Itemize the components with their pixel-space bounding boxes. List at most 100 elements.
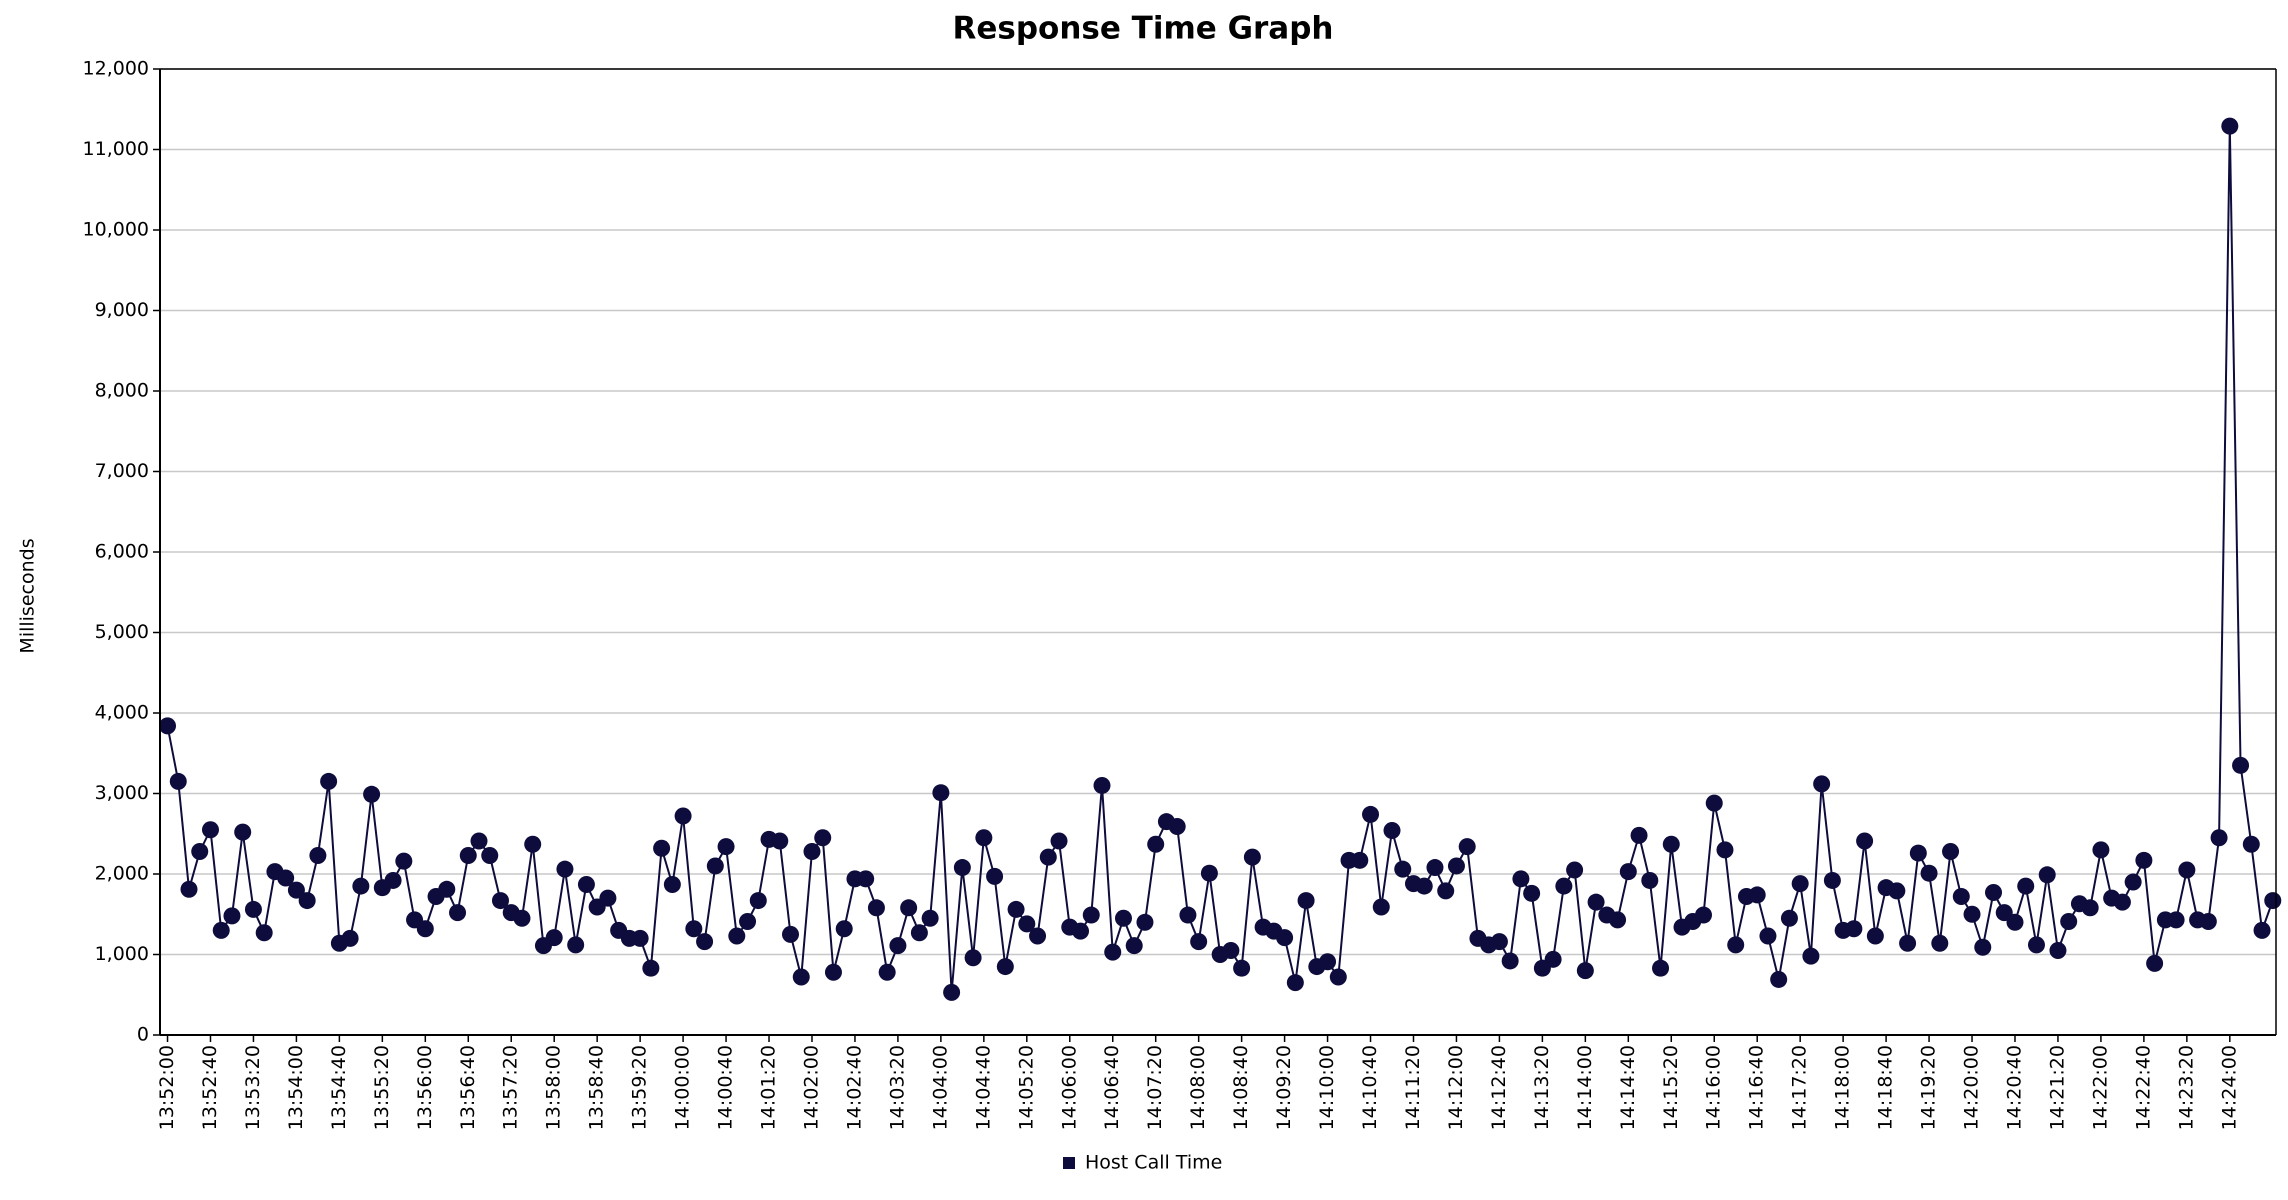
- y-tick-label: 11,000: [83, 138, 149, 160]
- data-point: [1297, 892, 1315, 910]
- x-tick-label: 14:18:40: [1875, 1045, 1897, 1130]
- data-point: [696, 933, 714, 951]
- data-point: [1114, 909, 1132, 927]
- data-point: [792, 968, 810, 986]
- data-point: [1222, 941, 1240, 959]
- data-point: [1039, 848, 1057, 866]
- data-point: [1759, 927, 1777, 945]
- data-point: [900, 899, 918, 917]
- data-point: [717, 838, 735, 856]
- data-point: [1963, 905, 1981, 923]
- data-point: [255, 924, 273, 942]
- data-point: [1791, 875, 1809, 893]
- data-point: [2221, 117, 2239, 135]
- data-point: [363, 785, 381, 803]
- data-point: [1888, 882, 1906, 900]
- data-point: [309, 846, 327, 864]
- data-point: [674, 807, 692, 825]
- data-point: [857, 870, 875, 888]
- x-tick-label: 14:14:00: [1574, 1045, 1596, 1130]
- data-point: [287, 881, 305, 899]
- data-point: [1823, 871, 1841, 889]
- data-point: [567, 936, 585, 954]
- data-point: [438, 880, 456, 898]
- legend: Host Call Time: [1063, 1152, 1222, 1174]
- data-point: [739, 912, 757, 930]
- data-point: [384, 871, 402, 889]
- data-point: [910, 924, 928, 942]
- x-tick-label: 13:53:20: [242, 1045, 264, 1130]
- data-point: [1952, 888, 1970, 906]
- data-point: [2081, 899, 2099, 917]
- data-point: [1286, 974, 1304, 992]
- data-point: [1233, 959, 1251, 977]
- x-tick-label: 14:02:40: [843, 1045, 865, 1130]
- chart-title: Response Time Graph: [953, 11, 1334, 47]
- data-point: [1362, 805, 1380, 823]
- data-point: [728, 927, 746, 945]
- data-point: [1652, 959, 1670, 977]
- data-point: [212, 921, 230, 939]
- data-point: [1490, 933, 1508, 951]
- x-tick-label: 13:55:20: [371, 1045, 393, 1130]
- y-tick-label: 3,000: [95, 782, 149, 804]
- data-point: [1168, 818, 1186, 836]
- data-point: [395, 852, 413, 870]
- data-point: [1426, 859, 1444, 877]
- data-point: [1458, 838, 1476, 856]
- data-point: [1985, 884, 2003, 902]
- data-point: [481, 846, 499, 864]
- data-point: [1641, 871, 1659, 889]
- data-point: [1705, 794, 1723, 812]
- legend-swatch: [1063, 1157, 1075, 1169]
- data-point: [706, 857, 724, 875]
- data-point: [1866, 927, 1884, 945]
- plot: [159, 117, 2282, 1001]
- data-point: [1609, 911, 1627, 929]
- data-point: [223, 907, 241, 925]
- data-point: [298, 892, 316, 910]
- data-point: [556, 860, 574, 878]
- data-point: [169, 772, 187, 790]
- x-tick-label: 13:58:00: [543, 1045, 565, 1130]
- data-point: [1931, 934, 1949, 952]
- data-point: [2232, 756, 2250, 774]
- data-point: [2017, 877, 2035, 895]
- data-point: [1082, 906, 1100, 924]
- data-point: [1512, 870, 1530, 888]
- data-point: [1179, 906, 1197, 924]
- data-point: [964, 949, 982, 967]
- y-tick-label: 6,000: [95, 541, 149, 563]
- y-axis-label: Milliseconds: [17, 538, 39, 653]
- y-tick-label: 0: [137, 1024, 149, 1046]
- x-tick-label: 13:59:20: [629, 1045, 651, 1130]
- data-point: [1845, 920, 1863, 938]
- data-point: [1974, 938, 1992, 956]
- y-tick-label: 8,000: [95, 380, 149, 402]
- data-point: [2199, 912, 2217, 930]
- data-point: [352, 877, 370, 895]
- data-point: [2264, 892, 2282, 910]
- data-point: [1200, 864, 1218, 882]
- x-tick-label: 14:22:40: [2132, 1045, 2154, 1130]
- data-point: [2135, 851, 2153, 869]
- data-point: [996, 958, 1014, 976]
- data-point: [2113, 893, 2131, 911]
- data-point: [2124, 873, 2142, 891]
- x-tick-label: 14:11:20: [1402, 1045, 1424, 1130]
- data-point: [1716, 841, 1734, 859]
- data-point: [1920, 864, 1938, 882]
- data-point: [685, 920, 703, 938]
- y-tick-label: 7,000: [95, 460, 149, 482]
- data-point: [1802, 947, 1820, 965]
- x-tick-label: 14:01:20: [758, 1045, 780, 1130]
- data-point: [2146, 954, 2164, 972]
- x-tick-label: 13:56:00: [414, 1045, 436, 1130]
- x-tick-label: 14:06:40: [1101, 1045, 1123, 1130]
- data-point: [1748, 886, 1766, 904]
- data-point: [2178, 861, 2196, 879]
- data-point: [932, 784, 950, 802]
- data-point: [1727, 936, 1745, 954]
- data-point: [1770, 970, 1788, 988]
